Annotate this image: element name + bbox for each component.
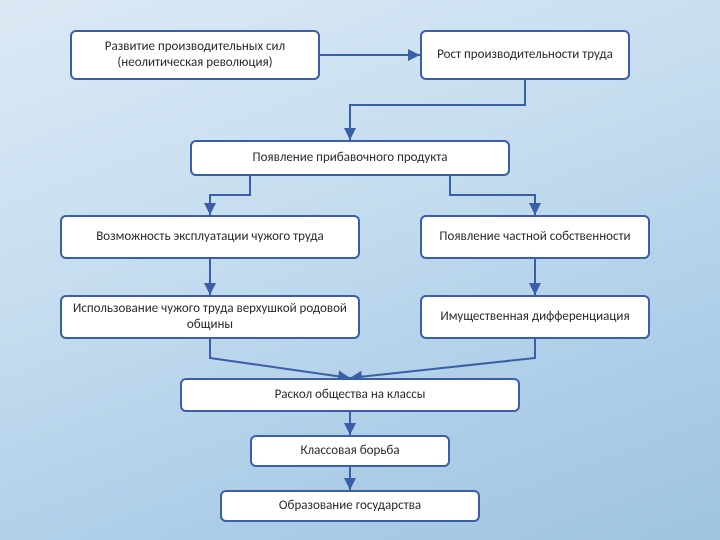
node-label: Появление прибавочного продукта (252, 150, 447, 166)
flowchart-edge (350, 339, 535, 378)
flowchart-node: Появление прибавочного продукта (190, 140, 510, 176)
node-label: Имущественная дифференциация (440, 309, 629, 325)
flowchart-node: Возможность эксплуатации чужого труда (60, 215, 360, 259)
flowchart-edge (210, 339, 350, 378)
flowchart-node: Имущественная дифференциация (420, 295, 650, 339)
node-label: Раскол общества на классы (275, 387, 426, 403)
node-label: Появление частной собственности (439, 229, 630, 245)
flowchart-node: Использование чужого труда верхушкой род… (60, 295, 360, 339)
flowchart-node: Образование государства (220, 490, 480, 522)
flowchart-node: Раскол общества на классы (180, 378, 520, 412)
flowchart-node: Появление частной собственности (420, 215, 650, 259)
flowchart-edge (350, 80, 525, 140)
node-label: Возможность эксплуатации чужого труда (96, 229, 324, 245)
node-label: Классовая борьба (300, 443, 399, 459)
node-label: Рост производительности труда (437, 47, 613, 63)
node-label: Использование чужого труда верхушкой род… (70, 301, 350, 334)
flowchart-edge (210, 176, 250, 215)
flowchart-node: Развитие производительных сил (неолитиче… (70, 30, 320, 80)
node-label: Развитие производительных сил (неолитиче… (80, 39, 310, 72)
node-label: Образование государства (279, 498, 421, 514)
flowchart-node: Классовая борьба (250, 435, 450, 467)
flowchart-edge (450, 176, 535, 215)
flowchart-node: Рост производительности труда (420, 30, 630, 80)
